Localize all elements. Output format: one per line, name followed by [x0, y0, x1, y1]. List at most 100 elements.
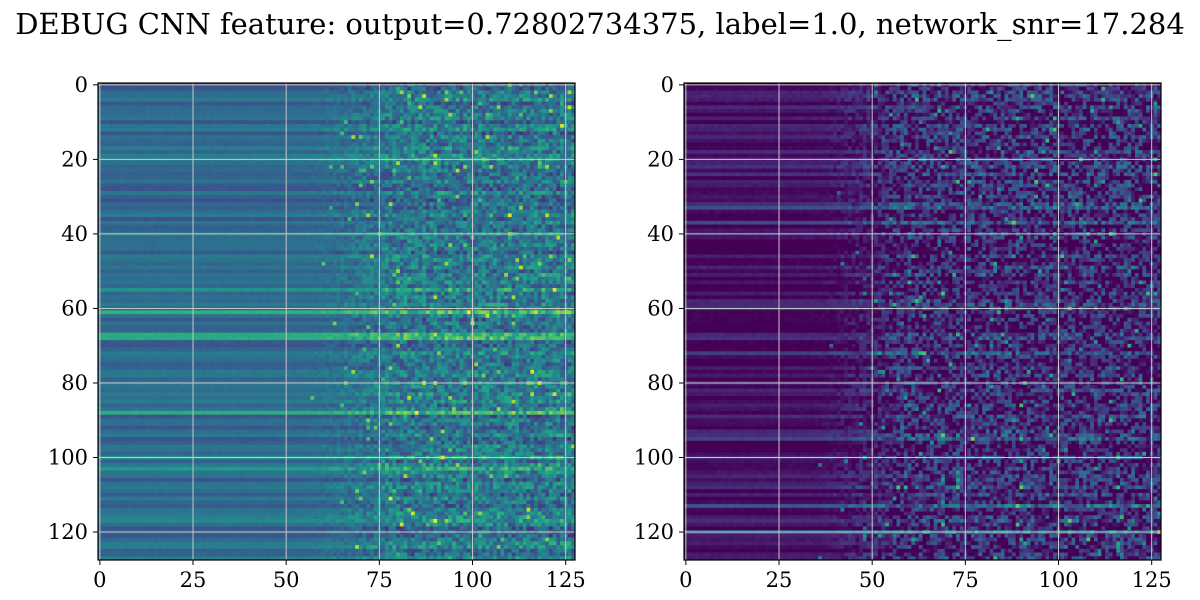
left-heatmap-cell [232, 124, 236, 128]
left-heatmap-cell [433, 143, 437, 147]
left-heatmap-cell [314, 202, 318, 206]
left-heatmap-cell [541, 94, 545, 98]
left-heatmap-cell [214, 217, 218, 221]
left-heatmap-cell [322, 202, 326, 206]
left-heatmap-cell [437, 150, 441, 154]
left-heatmap-cell [568, 199, 572, 203]
left-heatmap-cell [519, 109, 523, 113]
left-heatmap-cell [448, 217, 452, 221]
left-heatmap-cell [556, 113, 560, 117]
left-heatmap-cell [456, 184, 460, 188]
left-heatmap-cell [508, 124, 512, 128]
left-heatmap-cell [117, 199, 121, 203]
left-heatmap-cell [310, 199, 314, 203]
left-heatmap-cell [519, 128, 523, 132]
left-heatmap-cell [422, 124, 426, 128]
left-heatmap-cell [281, 206, 285, 210]
left-heatmap-cell [307, 206, 311, 210]
left-heatmap-cell [374, 120, 378, 124]
left-heatmap-cell [363, 139, 367, 143]
left-heatmap-cell [303, 146, 307, 150]
left-heatmap-cell [210, 98, 214, 102]
left-heatmap-cell [441, 105, 445, 109]
left-heatmap-cell [262, 124, 266, 128]
left-heatmap-cell [404, 154, 408, 158]
left-heatmap-cell [515, 206, 519, 210]
left-heatmap-cell [173, 94, 177, 98]
left-heatmap-cell [404, 120, 408, 124]
left-heatmap-cell [292, 206, 296, 210]
left-heatmap-cell [560, 139, 564, 143]
left-heatmap-cell [228, 210, 232, 214]
left-heatmap-cell [381, 184, 385, 188]
left-heatmap-cell [478, 113, 482, 117]
left-heatmap-cell [486, 128, 490, 132]
left-heatmap-cell [549, 202, 553, 206]
left-heatmap-cell [489, 94, 493, 98]
left-heatmap-cell [493, 109, 497, 113]
left-heatmap-cell [105, 139, 109, 143]
left-heatmap-cell [556, 87, 560, 91]
left-heatmap-cell [340, 172, 344, 176]
left-heatmap-cell [173, 202, 177, 206]
left-heatmap-cell [225, 213, 229, 217]
left-heatmap-cell [135, 184, 139, 188]
left-heatmap-cell [232, 146, 236, 150]
left-heatmap-cell [228, 165, 232, 169]
left-heatmap-cell [359, 94, 363, 98]
left-heatmap-cell [113, 94, 117, 98]
left-heatmap-cell [422, 206, 426, 210]
left-heatmap-cell [161, 169, 165, 173]
left-heatmap-cell [560, 128, 564, 132]
left-heatmap-cell [504, 154, 508, 158]
left-heatmap-cell [109, 102, 113, 106]
left-heatmap-cell [210, 191, 214, 195]
left-heatmap-cell [124, 143, 128, 147]
left-heatmap-cell [117, 165, 121, 169]
left-heatmap-cell [437, 105, 441, 109]
left-heatmap-cell [187, 120, 191, 124]
left-heatmap-cell [232, 191, 236, 195]
left-heatmap-cell [534, 102, 538, 106]
left-heatmap-cell [478, 98, 482, 102]
left-heatmap-cell [418, 199, 422, 203]
left-heatmap-cell [228, 150, 232, 154]
left-heatmap-cell [340, 169, 344, 173]
left-heatmap-cell [452, 146, 456, 150]
left-heatmap-cell [415, 139, 419, 143]
left-heatmap-cell [314, 146, 318, 150]
left-heatmap-cell [187, 187, 191, 191]
left-heatmap-cell [150, 210, 154, 214]
left-heatmap-cell [407, 161, 411, 165]
left-heatmap-cell [340, 102, 344, 106]
left-heatmap-cell [236, 176, 240, 180]
left-heatmap-cell [329, 213, 333, 217]
left-heatmap-cell [258, 213, 262, 217]
left-heatmap-cell [296, 150, 300, 154]
left-heatmap-cell [534, 169, 538, 173]
left-heatmap-cell [135, 139, 139, 143]
left-heatmap-cell [154, 124, 158, 128]
left-heatmap-cell [113, 90, 117, 94]
left-heatmap-cell [508, 139, 512, 143]
left-heatmap-cell [534, 135, 538, 139]
left-heatmap-cell [269, 131, 273, 135]
left-heatmap-cell [392, 210, 396, 214]
left-heatmap-cell [214, 202, 218, 206]
left-heatmap-cell [314, 128, 318, 132]
left-heatmap-cell [452, 191, 456, 195]
left-heatmap-cell [497, 213, 501, 217]
left-heatmap-cell [422, 117, 426, 121]
left-heatmap-cell [355, 150, 359, 154]
left-heatmap-cell [523, 210, 527, 214]
left-heatmap-cell [266, 217, 270, 221]
left-heatmap-cell [400, 161, 404, 165]
left-heatmap-cell [214, 213, 218, 217]
left-heatmap-cell [124, 161, 128, 165]
left-heatmap-cell [240, 98, 244, 102]
left-heatmap-cell [445, 169, 449, 173]
left-heatmap-cell [337, 98, 341, 102]
left-heatmap-cell [180, 131, 184, 135]
left-heatmap-cell [385, 120, 389, 124]
left-heatmap-cell [225, 143, 229, 147]
